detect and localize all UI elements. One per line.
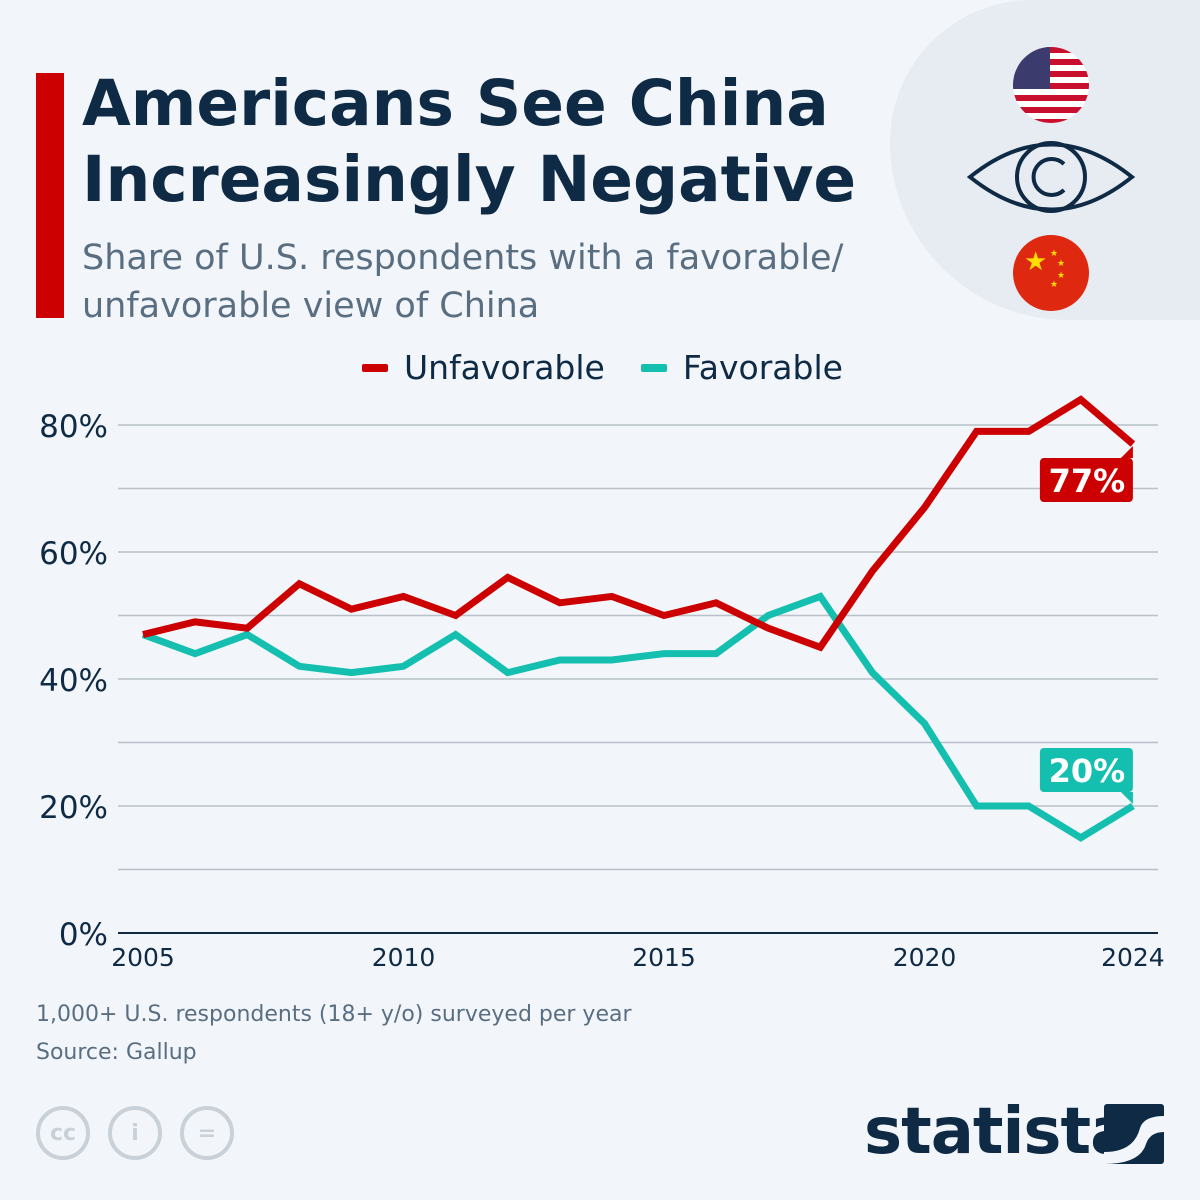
legend: Unfavorable Favorable <box>362 348 843 387</box>
page-subtitle: Share of U.S. respondents with a favorab… <box>82 238 844 326</box>
cc-icon: cc <box>36 1106 90 1160</box>
x-tick-label: 2015 <box>632 943 696 972</box>
svg-text:★: ★ <box>1050 249 1058 259</box>
china-flag-icon: ★ ★ ★ ★ ★ <box>1013 235 1089 311</box>
x-tick-label: 2024 <box>1101 943 1165 972</box>
end-label-pointer <box>1120 446 1133 459</box>
us-flag-icon <box>1013 47 1089 123</box>
x-tick-label: 2010 <box>372 943 436 972</box>
statista-logo-mark <box>1104 1104 1164 1164</box>
svg-text:★: ★ <box>1024 247 1047 277</box>
accent-bar <box>36 73 64 318</box>
legend-item-favorable: Favorable <box>640 348 843 387</box>
series-line-favorable <box>141 592 1135 842</box>
logo-text: statista <box>864 1095 1133 1169</box>
y-tick-label: 40% <box>39 663 108 699</box>
y-tick-label: 20% <box>39 790 108 826</box>
end-label-box <box>1039 748 1133 792</box>
source: Source: Gallup <box>36 1040 197 1065</box>
legend-swatch <box>640 363 667 372</box>
y-tick-label: 0% <box>59 917 108 953</box>
end-label-pointer <box>1120 792 1133 804</box>
svg-text:★: ★ <box>1057 259 1065 269</box>
legend-swatch <box>362 363 388 372</box>
page-title: Americans See China Increasingly Negativ… <box>82 67 857 216</box>
eye-icon <box>966 141 1136 213</box>
series-line-unfavorable <box>142 395 1136 652</box>
x-tick-label: 2005 <box>111 943 175 972</box>
svg-text:★: ★ <box>1050 280 1058 290</box>
y-tick-label: 80% <box>39 409 108 445</box>
attribution-icon: i <box>108 1106 162 1160</box>
x-tick-label: 2020 <box>893 943 957 972</box>
end-label-box <box>1039 458 1133 503</box>
footnote: 1,000+ U.S. respondents (18+ y/o) survey… <box>36 1002 632 1027</box>
end-label: 20% <box>1049 752 1126 790</box>
svg-text:★: ★ <box>1057 271 1065 281</box>
legend-item-unfavorable: Unfavorable <box>362 348 605 387</box>
statista-logo: statista <box>864 1095 1133 1169</box>
legend-label: Unfavorable <box>404 348 605 387</box>
y-tick-label: 60% <box>39 536 108 572</box>
legend-label: Favorable <box>682 348 843 387</box>
no-derivatives-icon: = <box>180 1106 234 1160</box>
end-label: 77% <box>1049 462 1126 500</box>
